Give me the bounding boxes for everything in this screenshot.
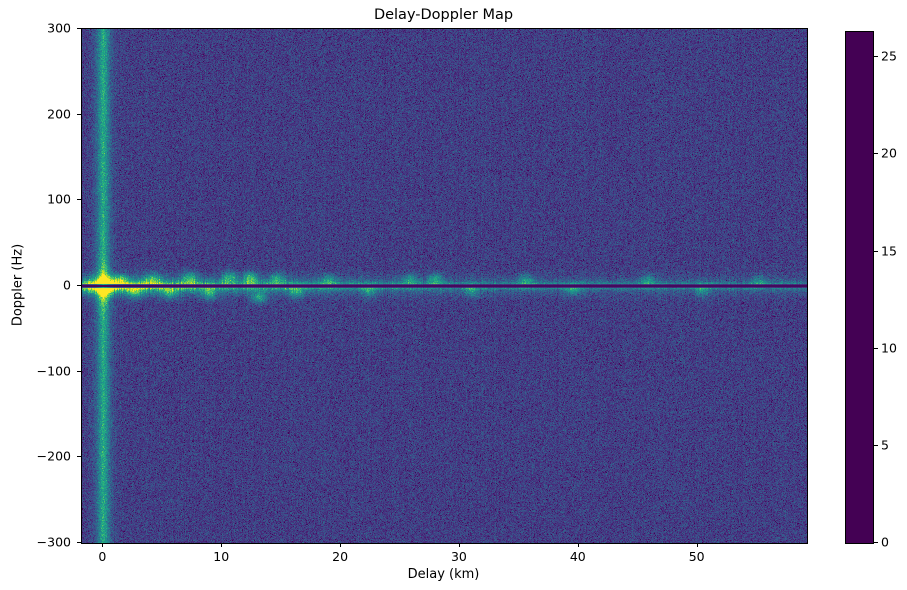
colorbar-tick-label: 25 — [881, 48, 897, 64]
x-axis-label: Delay (km) — [407, 567, 480, 582]
x-tick-label: 0 — [98, 549, 107, 564]
x-tick-label: 50 — [688, 549, 705, 564]
x-tick-label: 10 — [213, 549, 230, 564]
y-tick-mark — [77, 370, 81, 372]
y-tick-mark — [77, 542, 81, 543]
y-tick-label: −200 — [36, 448, 71, 464]
x-tick-mark — [577, 543, 579, 547]
x-tick-mark — [340, 543, 342, 547]
heatmap-plot-area — [81, 28, 808, 544]
x-tick-label: 20 — [332, 549, 349, 564]
colorbar-tick-label: 0 — [881, 534, 889, 550]
y-tick-mark — [77, 113, 81, 115]
y-tick-mark — [77, 28, 81, 29]
x-tick-label: 40 — [569, 549, 586, 564]
colorbar-tick-mark — [874, 347, 878, 349]
y-tick-label: −100 — [36, 363, 71, 379]
colorbar-tick-mark — [874, 56, 878, 58]
colorbar — [845, 31, 874, 544]
y-tick-label: 300 — [47, 20, 71, 36]
y-tick-label: 0 — [63, 277, 71, 293]
y-tick-label: 200 — [47, 106, 71, 122]
x-tick-mark — [221, 543, 223, 547]
y-axis-label: Doppler (Hz) — [10, 243, 26, 327]
y-tick-mark — [77, 456, 81, 458]
y-tick-label: −300 — [36, 534, 71, 550]
x-tick-mark — [458, 543, 460, 547]
colorbar-tick-label: 5 — [881, 437, 889, 453]
colorbar-tick-label: 15 — [881, 243, 897, 259]
page-title: Delay-Doppler Map — [373, 7, 514, 23]
x-tick-label: 30 — [450, 549, 467, 564]
colorbar-gradient — [846, 32, 873, 543]
colorbar-tick-mark — [874, 153, 878, 155]
colorbar-tick-mark — [874, 250, 878, 252]
colorbar-tick-label: 10 — [881, 340, 897, 356]
colorbar-tick-mark — [874, 542, 878, 543]
y-tick-mark — [77, 199, 81, 201]
delay-doppler-heatmap — [82, 29, 807, 543]
x-tick-mark — [696, 543, 698, 547]
y-tick-label: 100 — [47, 191, 71, 207]
x-tick-mark — [102, 543, 104, 547]
colorbar-tick-label: 20 — [881, 145, 897, 161]
colorbar-tick-mark — [874, 444, 878, 446]
y-tick-mark — [77, 285, 81, 286]
